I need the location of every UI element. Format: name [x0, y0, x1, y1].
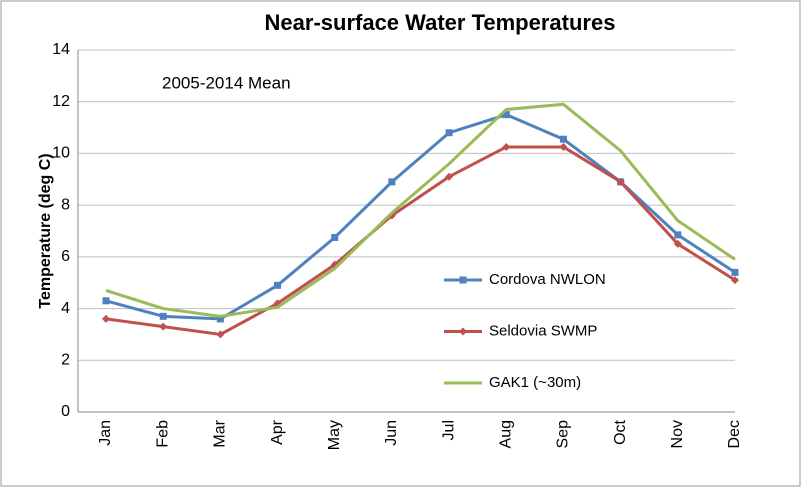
- x-tick-label: Dec: [726, 420, 743, 448]
- legend-label: GAK1 (~30m): [489, 374, 581, 391]
- y-tick-label: 14: [52, 41, 70, 58]
- point-marker: [216, 315, 224, 323]
- y-tick-label: 4: [61, 300, 70, 317]
- point-marker: [445, 172, 454, 181]
- y-tick-label: 10: [52, 145, 70, 162]
- y-tick-label: 8: [61, 196, 70, 213]
- point-marker: [274, 281, 282, 289]
- point-marker: [731, 268, 739, 276]
- point-marker: [731, 276, 739, 285]
- point-marker: [102, 314, 110, 323]
- legend-marker: [459, 327, 467, 336]
- y-tick-label: 0: [61, 403, 70, 420]
- x-tick-label: Mar: [212, 419, 229, 447]
- point-marker: [445, 129, 453, 137]
- annotation: 2005-2014 Mean: [162, 73, 291, 92]
- y-axis-label: Temperature (deg C): [37, 153, 54, 308]
- x-tick-label: Jan: [97, 420, 114, 446]
- point-marker: [159, 322, 168, 331]
- y-tick-label: 2: [61, 352, 70, 369]
- point-marker: [502, 142, 511, 151]
- chart-title: Near-surface Water Temperatures: [265, 10, 616, 35]
- point-marker: [502, 111, 510, 119]
- x-tick-label: Oct: [612, 419, 629, 444]
- point-marker: [559, 142, 568, 151]
- x-tick-label: Feb: [154, 420, 171, 448]
- point-marker: [159, 312, 167, 320]
- x-tick-label: Apr: [269, 419, 286, 445]
- point-marker: [559, 135, 567, 143]
- series-line: [105, 102, 736, 318]
- y-tick-label: 12: [52, 93, 70, 110]
- point-marker: [673, 239, 682, 248]
- y-tick-label: 6: [61, 248, 70, 265]
- legend-marker: [459, 276, 467, 284]
- point-marker: [102, 297, 110, 305]
- x-tick-label: May: [326, 420, 343, 450]
- legend-label: Cordova NWLON: [489, 271, 606, 288]
- x-tick-label: Aug: [497, 420, 514, 448]
- point-marker: [388, 178, 396, 186]
- point-marker: [331, 233, 339, 241]
- x-tick-label: Nov: [669, 420, 686, 448]
- x-tick-label: Jul: [440, 420, 457, 440]
- x-tick-label: Jun: [383, 420, 400, 446]
- point-marker: [216, 330, 225, 339]
- x-tick-label: Sep: [555, 420, 572, 449]
- series-line: [105, 145, 736, 336]
- point-marker: [616, 177, 625, 186]
- legend-label: Seldovia SWMP: [489, 322, 597, 339]
- point-marker: [674, 231, 682, 239]
